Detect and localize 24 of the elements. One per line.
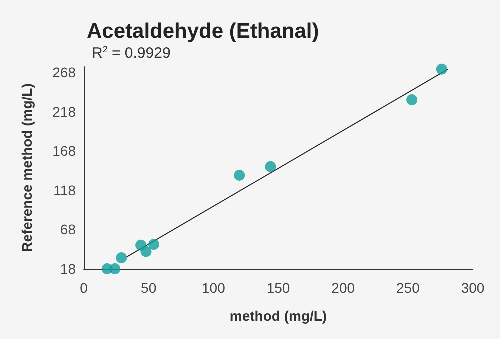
x-tick-label: 50 xyxy=(141,280,157,296)
x-axis-title: method (mg/L) xyxy=(230,308,328,324)
x-tick-label: 250 xyxy=(396,280,420,296)
y-tick-label: 118 xyxy=(54,182,76,198)
point xyxy=(148,239,160,250)
point xyxy=(406,94,418,106)
y-tick-label: 68 xyxy=(60,222,76,238)
y-tick-label: 18 xyxy=(60,261,76,277)
x-tick-label: 100 xyxy=(202,280,226,296)
x-tick-label: 150 xyxy=(266,280,290,296)
x-tick-label: 200 xyxy=(332,280,356,296)
y-tick-label: 168 xyxy=(52,143,76,160)
chart-title: Acetaldehyde (Ethanal) xyxy=(87,20,320,43)
y-axis-title: Reference method (mg/L) xyxy=(19,84,35,252)
point xyxy=(110,264,121,274)
x-tick-label: 0 xyxy=(80,280,88,296)
point xyxy=(116,252,128,264)
point xyxy=(436,64,448,75)
point xyxy=(265,161,276,172)
y-tick-label: 268 xyxy=(52,64,76,80)
x-tick-label: 300 xyxy=(461,280,485,296)
point xyxy=(234,170,246,181)
y-tick-label: 218 xyxy=(52,104,76,120)
point xyxy=(140,246,152,258)
